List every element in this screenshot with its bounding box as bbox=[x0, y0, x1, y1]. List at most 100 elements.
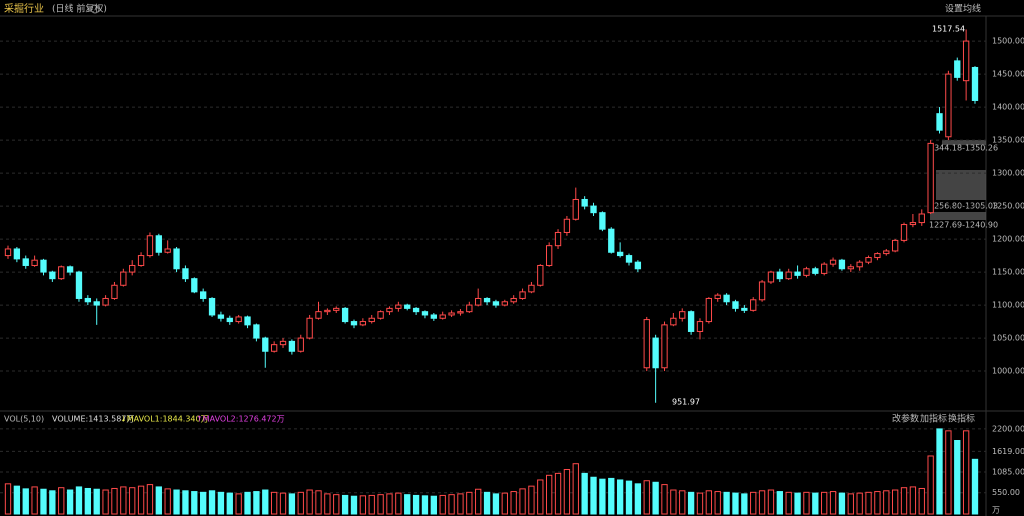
settings-icon[interactable] bbox=[90, 4, 100, 14]
volume-bar bbox=[359, 495, 367, 515]
candle-body bbox=[137, 255, 145, 266]
y-tick-label: 1300.00 bbox=[992, 169, 1024, 178]
volume-bar bbox=[84, 487, 92, 515]
y-tick-label: 1450.00 bbox=[992, 70, 1024, 79]
y-tick-label: 1100.00 bbox=[992, 301, 1024, 310]
candle-body bbox=[865, 257, 872, 263]
volume-bar bbox=[288, 493, 296, 515]
candle-body bbox=[457, 311, 464, 314]
candle-body bbox=[918, 213, 925, 224]
volume-bar bbox=[927, 455, 934, 515]
vol-menu[interactable]: 加指标 bbox=[920, 413, 947, 425]
candle-body bbox=[900, 224, 908, 241]
y-tick-label: 1000.00 bbox=[992, 367, 1024, 376]
candle-body bbox=[333, 307, 340, 311]
candle-body bbox=[510, 297, 517, 303]
candle-body bbox=[927, 142, 934, 214]
volume-bar bbox=[483, 491, 491, 515]
volume-bar bbox=[111, 487, 118, 515]
candle-body bbox=[146, 235, 154, 257]
candle-body bbox=[66, 266, 74, 273]
gap-box bbox=[936, 170, 986, 200]
y-tick-label: 1619.00 bbox=[992, 447, 1024, 456]
volume-bar bbox=[758, 490, 766, 515]
volume-bar bbox=[829, 491, 837, 515]
volume-bar bbox=[31, 486, 38, 515]
candle-body bbox=[581, 198, 588, 207]
candle-body bbox=[758, 281, 766, 301]
vol-menu[interactable]: 换指标 bbox=[948, 413, 975, 425]
candle-body bbox=[847, 266, 854, 270]
volume-bar bbox=[510, 491, 517, 515]
candle-body bbox=[412, 307, 420, 313]
volume-bar bbox=[812, 492, 819, 515]
candle-body bbox=[253, 324, 260, 339]
candle-body bbox=[590, 205, 597, 214]
volume-bar bbox=[616, 479, 624, 515]
candle-body bbox=[49, 271, 56, 280]
ma-menu[interactable]: 设置均线 bbox=[945, 3, 981, 15]
candle-body bbox=[599, 212, 606, 230]
volume-bar bbox=[572, 463, 579, 515]
volume-bar bbox=[368, 494, 375, 515]
candle-body bbox=[235, 316, 242, 323]
candle-body bbox=[856, 261, 863, 268]
candle-body bbox=[208, 297, 216, 316]
y-tick-label: 1250.00 bbox=[992, 202, 1024, 211]
candle-body bbox=[404, 304, 411, 309]
candle-body bbox=[945, 73, 952, 138]
volume-bar bbox=[865, 491, 872, 515]
volume-bar bbox=[200, 491, 207, 515]
candle-body bbox=[750, 299, 757, 311]
candle-body bbox=[129, 264, 136, 273]
candle-body bbox=[4, 248, 12, 257]
volume-bar bbox=[49, 490, 56, 515]
volume-bar bbox=[723, 491, 730, 515]
candle-body bbox=[670, 317, 677, 326]
candle-body bbox=[466, 304, 473, 313]
volume-bar bbox=[554, 472, 562, 515]
candle-body bbox=[537, 264, 544, 286]
candle-body bbox=[741, 307, 748, 311]
volume-bar bbox=[945, 430, 952, 515]
volume-bar bbox=[891, 489, 899, 515]
candle-body bbox=[421, 311, 429, 316]
candle-body bbox=[625, 255, 633, 263]
vol-label: VOLUME:1413.587万 bbox=[52, 415, 134, 424]
volume-bar bbox=[191, 491, 198, 515]
volume-bar bbox=[146, 484, 154, 515]
vol-menu[interactable]: 改参数 bbox=[892, 413, 919, 425]
high-label: 1517.54 bbox=[932, 25, 965, 34]
volume-bar bbox=[448, 494, 455, 515]
vol-title: VOL(5,10) bbox=[4, 415, 44, 424]
y-tick-label: 550.00 bbox=[992, 488, 1020, 497]
candle-body bbox=[368, 317, 375, 323]
candle-body bbox=[31, 259, 38, 266]
volume-bar bbox=[306, 489, 313, 515]
candle-body bbox=[634, 261, 642, 270]
candle-body bbox=[270, 344, 278, 352]
candle-body bbox=[350, 321, 358, 326]
volume-bar bbox=[847, 493, 854, 515]
gap-label: 1227.69-1240.90 bbox=[929, 221, 998, 230]
volume-bar bbox=[164, 488, 171, 515]
candle-body bbox=[226, 317, 233, 323]
candle-body bbox=[483, 297, 491, 303]
candle-body bbox=[386, 307, 393, 313]
volume-bar bbox=[625, 480, 633, 515]
candle-body bbox=[315, 311, 322, 319]
candle-body bbox=[838, 259, 846, 270]
candle-body bbox=[776, 271, 783, 280]
candle-body bbox=[58, 266, 65, 280]
volume-bar bbox=[13, 485, 21, 515]
candle-body bbox=[696, 321, 704, 332]
volume-bar bbox=[66, 489, 74, 515]
volume-bar bbox=[900, 487, 908, 515]
candle-body bbox=[661, 324, 668, 369]
candle-body bbox=[217, 314, 225, 319]
candle-body bbox=[93, 301, 100, 306]
candle-body bbox=[891, 239, 899, 252]
candle-body bbox=[111, 284, 118, 299]
volume-bar bbox=[838, 492, 846, 515]
volume-bar bbox=[750, 491, 757, 515]
